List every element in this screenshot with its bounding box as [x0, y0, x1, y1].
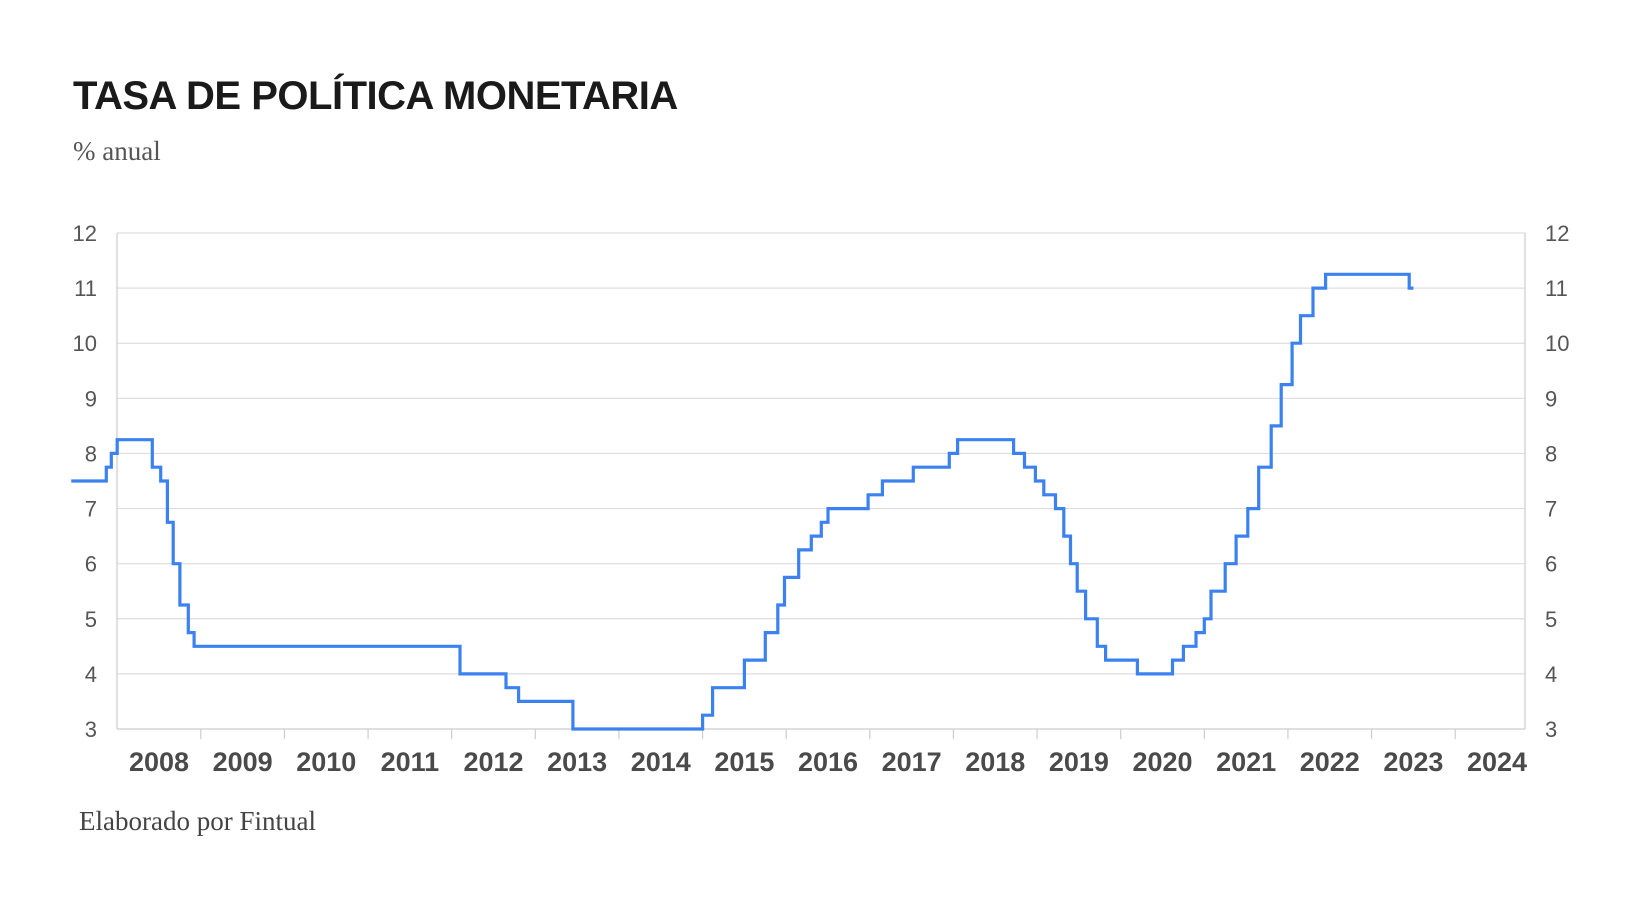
y-tick-label-right: 7: [1545, 497, 1557, 522]
chart-title: TASA DE POLÍTICA MONETARIA: [73, 74, 678, 118]
y-tick-label-left: 6: [85, 552, 97, 577]
x-tick-label: 2010: [296, 747, 356, 777]
y-tick-label-right: 10: [1545, 331, 1569, 356]
x-tick-label: 2018: [965, 747, 1025, 777]
y-tick-label-right: 12: [1545, 221, 1569, 246]
x-tick-label: 2023: [1383, 747, 1443, 777]
x-axis: 2008 2009 2010 2011 2012 2013 2014 2015 2016 2017…: [129, 729, 1527, 777]
x-tick-label: 2012: [463, 747, 523, 777]
y-tick-label-right: 9: [1545, 386, 1557, 411]
x-tick-label: 2019: [1049, 747, 1109, 777]
y-tick-label-left: 11: [74, 276, 97, 301]
x-tick-label: 2021: [1216, 747, 1276, 777]
chart-subtitle: % anual: [73, 136, 161, 166]
x-tick-label: 2011: [381, 747, 440, 777]
y-tick-label-right: 4: [1545, 662, 1557, 687]
series-line-tpm: [71, 272, 1414, 731]
x-tick-label: 2017: [882, 747, 942, 777]
x-tick-label: 2024: [1467, 747, 1527, 777]
x-tick-label: 2016: [798, 747, 858, 777]
x-tick-label: 2008: [129, 747, 189, 777]
x-tick-label: 2020: [1132, 747, 1192, 777]
x-tick-label: 2009: [213, 747, 273, 777]
gridlines: [117, 232, 1525, 730]
x-tick-label: 2013: [547, 747, 607, 777]
y-tick-label-left: 12: [73, 221, 97, 246]
y-tick-label-right: 3: [1545, 717, 1557, 742]
y-tick-label-left: 4: [85, 662, 97, 687]
y-tick-label-right: 8: [1545, 441, 1557, 466]
y-tick-label-left: 7: [85, 497, 97, 522]
y-axis-right: 3 4 5 6 7 8 9 10 11 12: [1545, 221, 1569, 742]
y-tick-label-right: 11: [1545, 276, 1568, 301]
y-tick-label-left: 10: [73, 331, 97, 356]
y-tick-label-left: 8: [85, 441, 97, 466]
axes: [116, 233, 1526, 729]
series-layer: [71, 272, 1414, 731]
y-tick-label-left: 5: [85, 607, 97, 632]
x-tick-label: 2014: [631, 747, 691, 777]
y-tick-label-left: 9: [85, 386, 97, 411]
y-tick-label-right: 5: [1545, 607, 1557, 632]
x-tick-label: 2015: [714, 747, 774, 777]
x-tick-label: 2022: [1300, 747, 1360, 777]
source-note: Elaborado por Fintual: [79, 806, 316, 836]
y-tick-label-left: 3: [85, 717, 97, 742]
y-tick-label-right: 6: [1545, 552, 1557, 577]
y-axis-left: 3 4 5 6 7 8 9 10 11 12: [73, 221, 97, 742]
